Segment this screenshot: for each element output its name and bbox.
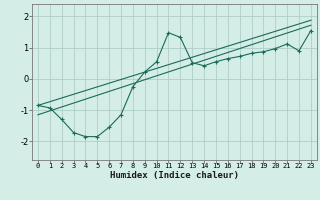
X-axis label: Humidex (Indice chaleur): Humidex (Indice chaleur) (110, 171, 239, 180)
